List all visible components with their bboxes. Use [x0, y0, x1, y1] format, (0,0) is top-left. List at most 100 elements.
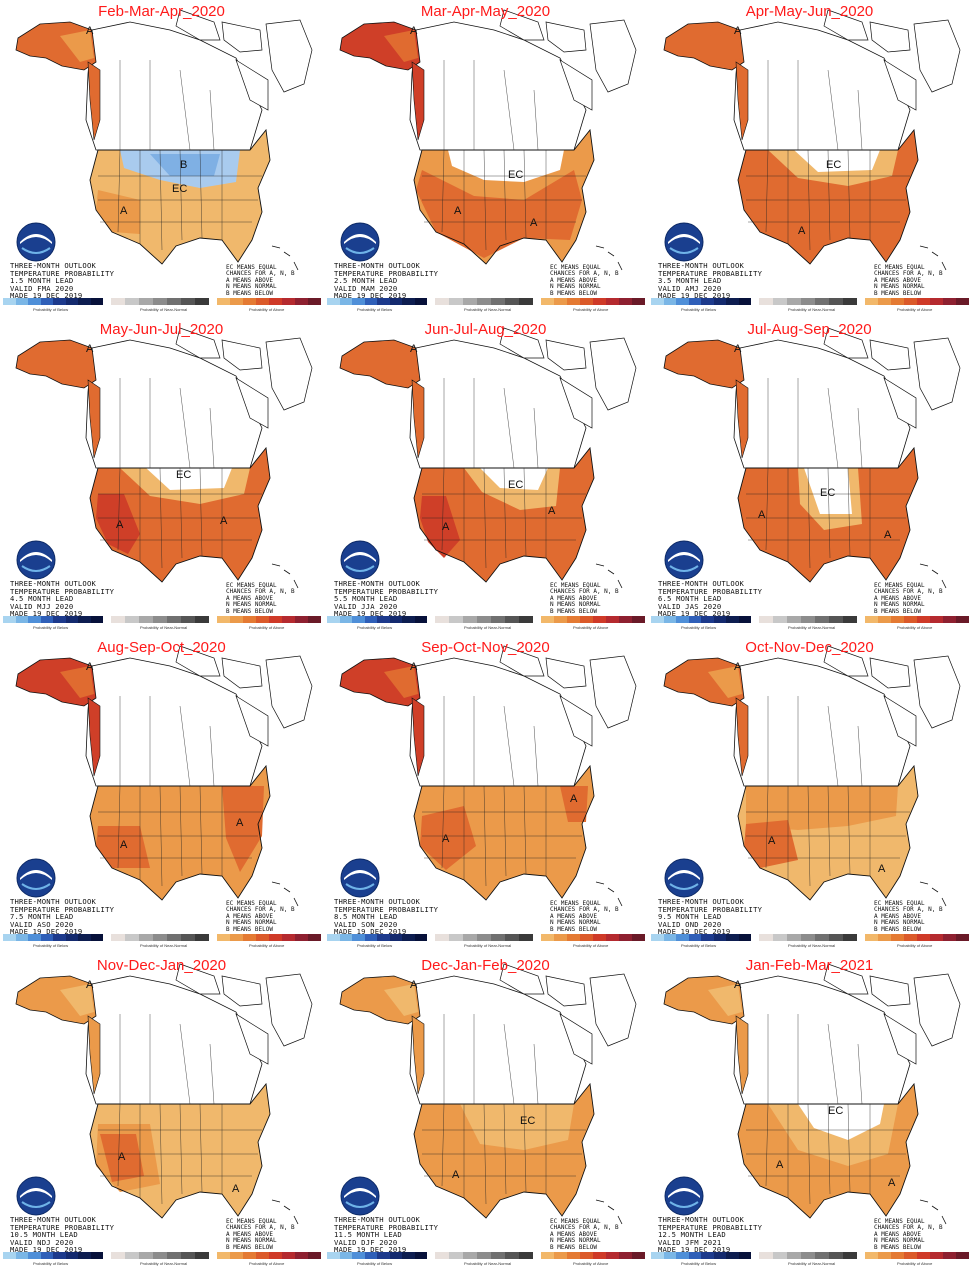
legend-swatch [904, 616, 917, 623]
legend-swatch [606, 934, 619, 941]
legend-swatch [15, 1252, 28, 1259]
info-line: THREE-MONTH OUTLOOK [658, 1215, 745, 1224]
key-line: B MEANS BELOW [226, 1243, 273, 1251]
legend-swatch [195, 616, 209, 623]
border-line [765, 785, 769, 869]
legend-caption: Probability of Above [249, 625, 285, 630]
legend-swatch [815, 298, 829, 305]
noaa-logo-icon [664, 858, 704, 898]
legend-swatch [78, 616, 91, 623]
legend-swatch [402, 298, 415, 305]
legend-swatch [111, 298, 125, 305]
legend-swatch [567, 298, 580, 305]
info-line: THREE-MONTH OUTLOOK [334, 1215, 421, 1224]
outlook-map: A A A [15, 963, 313, 1225]
legend-swatch [917, 298, 930, 305]
info-line: VALID AMJ 2020 [658, 283, 722, 293]
legend-swatch [554, 616, 567, 623]
legend-swatch [676, 934, 689, 941]
border-line [827, 69, 839, 151]
map-category-label: A [878, 863, 886, 875]
alaska-inner [60, 348, 94, 380]
legend-swatch [738, 934, 751, 941]
legend-swatch [491, 934, 505, 941]
border-line [827, 1103, 831, 1195]
map-category-label: A [734, 25, 742, 37]
legend-swatch [580, 298, 593, 305]
legend-caption: Probability of Near-Normal [788, 943, 836, 948]
legend-swatch [352, 934, 365, 941]
map-category-label: A [548, 505, 556, 517]
outlook-panel: A A A Oct-Nov-Dec_2020 THREE-MONTH OUTLOOK TE… [648, 636, 970, 954]
legend-swatch [505, 298, 519, 305]
probability-zone [96, 826, 150, 868]
border-line [523, 1103, 527, 1193]
map-category-label: A [410, 343, 418, 355]
border-line [827, 785, 831, 877]
probability-zone [794, 150, 880, 172]
legend-swatch [125, 934, 139, 941]
legend-swatch [651, 1252, 664, 1259]
legend-swatch [773, 934, 787, 941]
legend-swatch [632, 298, 645, 305]
legend-swatch [28, 298, 41, 305]
legend-swatch [449, 934, 463, 941]
legend-swatch [15, 298, 28, 305]
border-line [765, 467, 769, 551]
pacific-coast [411, 697, 425, 777]
legend-swatch [726, 298, 739, 305]
legend-swatch [606, 616, 619, 623]
legend-swatch [593, 616, 606, 623]
probability-legend: Probability of Below Probability of Near-… [651, 616, 969, 630]
legend-caption: Probability of Below [357, 1261, 393, 1266]
border-line [503, 785, 507, 877]
legend-caption: Probability of Below [357, 943, 393, 948]
legend-swatch [40, 1252, 53, 1259]
key-line: N MEANS NORMAL [874, 283, 925, 291]
legend-swatch [943, 616, 956, 623]
probability-zone [744, 820, 798, 868]
legend-swatch [593, 298, 606, 305]
probability-zone [560, 786, 588, 822]
legend-swatch [28, 1252, 41, 1259]
legend-swatch [878, 1252, 891, 1259]
legend-swatch [956, 616, 969, 623]
map-category-label: A [220, 515, 228, 527]
legend-swatch [295, 298, 308, 305]
border-line [847, 1103, 851, 1193]
legend-swatch [230, 1252, 243, 1259]
info-line: THREE-MONTH OUTLOOK [658, 897, 745, 906]
outlook-map: A A A [15, 645, 313, 907]
probability-legend: Probability of Below Probability of Near-… [3, 934, 321, 948]
legend-swatch [153, 616, 167, 623]
legend-caption: Probability of Below [681, 1261, 717, 1266]
map-category-label: EC [176, 469, 191, 481]
caribbean-islands [919, 245, 947, 271]
legend-bar [651, 616, 751, 623]
noaa-logo-icon [664, 222, 704, 262]
key-line: EC MEANS EQUAL [550, 582, 601, 589]
legend-swatch [519, 616, 533, 623]
legend-swatch [606, 1252, 619, 1259]
legend-caption: Probability of Above [573, 625, 609, 630]
legend-swatch [619, 934, 632, 941]
legend-swatch [663, 298, 676, 305]
legend-swatch [111, 934, 125, 941]
border-line [533, 407, 539, 469]
legend-swatch [217, 298, 230, 305]
info-line: MADE 19 DEC 2019 [658, 1245, 731, 1255]
border-line [503, 69, 515, 151]
legend-swatch [78, 298, 91, 305]
border-line [523, 785, 527, 875]
alaska-inner [384, 984, 418, 1016]
border-line [857, 407, 863, 469]
probability-zone [804, 468, 852, 514]
noaa-logo-icon [16, 1176, 56, 1216]
legend-caption: Probability of Above [573, 307, 609, 312]
key-line: CHANCES FOR A, N, B [874, 588, 943, 596]
info-line: MADE 19 DEC 2019 [658, 927, 731, 937]
